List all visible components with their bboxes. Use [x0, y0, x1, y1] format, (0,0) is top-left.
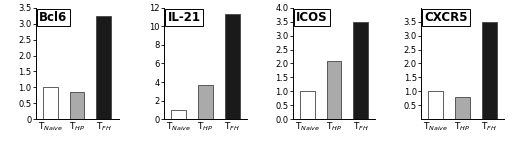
Bar	[70, 92, 84, 119]
Bar	[300, 91, 315, 119]
Bar	[198, 85, 213, 119]
Text: IL-21: IL-21	[167, 11, 201, 24]
Bar	[96, 16, 111, 119]
Text: CXCR5: CXCR5	[425, 11, 468, 24]
Bar	[482, 22, 497, 119]
Text: ICOS: ICOS	[296, 11, 327, 24]
Bar	[455, 97, 470, 119]
Text: Bcl6: Bcl6	[39, 11, 67, 24]
Bar	[353, 22, 368, 119]
Bar	[172, 110, 186, 119]
Bar	[43, 87, 58, 119]
Bar	[429, 91, 443, 119]
Bar	[327, 61, 342, 119]
Bar	[225, 14, 240, 119]
